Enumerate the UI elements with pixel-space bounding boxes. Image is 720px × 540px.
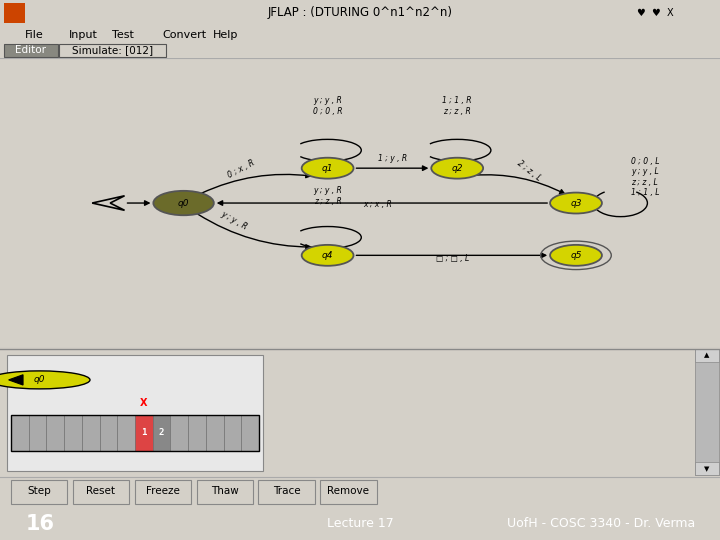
FancyBboxPatch shape	[135, 415, 153, 450]
FancyBboxPatch shape	[188, 415, 206, 450]
Circle shape	[0, 371, 90, 389]
Text: ▼: ▼	[703, 466, 709, 472]
FancyBboxPatch shape	[135, 480, 191, 504]
FancyBboxPatch shape	[171, 415, 188, 450]
FancyBboxPatch shape	[99, 415, 117, 450]
Circle shape	[550, 193, 602, 213]
Text: 2 ; z , L: 2 ; z , L	[516, 159, 543, 183]
FancyBboxPatch shape	[320, 480, 377, 504]
FancyBboxPatch shape	[117, 415, 135, 450]
FancyBboxPatch shape	[29, 415, 46, 450]
Text: 1: 1	[141, 428, 147, 437]
Text: Help: Help	[212, 30, 238, 39]
Text: Test: Test	[112, 30, 133, 39]
FancyBboxPatch shape	[695, 349, 719, 475]
Text: q0: q0	[178, 199, 189, 207]
Text: X: X	[140, 398, 148, 408]
Circle shape	[302, 158, 354, 179]
Text: ▲: ▲	[703, 352, 709, 358]
Text: Input: Input	[68, 30, 97, 39]
Text: q4: q4	[322, 251, 333, 260]
Text: q2: q2	[451, 164, 463, 173]
Circle shape	[302, 245, 354, 266]
FancyBboxPatch shape	[206, 415, 224, 450]
FancyBboxPatch shape	[46, 415, 64, 450]
Text: Convert: Convert	[162, 30, 206, 39]
FancyBboxPatch shape	[73, 480, 129, 504]
FancyBboxPatch shape	[11, 415, 29, 450]
Text: Reset: Reset	[86, 486, 115, 496]
Text: x ; x , R: x ; x , R	[364, 200, 392, 210]
FancyBboxPatch shape	[11, 480, 67, 504]
FancyBboxPatch shape	[241, 415, 259, 450]
Text: 1 ; 1 , R
z ; z , R: 1 ; 1 , R z ; z , R	[443, 96, 472, 116]
FancyBboxPatch shape	[197, 480, 253, 504]
Text: UofH - COSC 3340 - Dr. Verma: UofH - COSC 3340 - Dr. Verma	[507, 517, 695, 530]
Text: 2: 2	[159, 428, 164, 437]
FancyBboxPatch shape	[4, 3, 25, 23]
FancyBboxPatch shape	[64, 415, 82, 450]
Text: y ; y , R
0 ; 0 , R: y ; y , R 0 ; 0 , R	[313, 96, 342, 116]
Text: Step: Step	[27, 486, 50, 496]
Text: File: File	[25, 30, 44, 39]
Text: q1: q1	[322, 164, 333, 173]
FancyBboxPatch shape	[695, 462, 719, 475]
Text: Lecture 17: Lecture 17	[327, 517, 393, 530]
Text: ♥  ♥  X: ♥ ♥ X	[637, 8, 673, 18]
Text: 16: 16	[25, 514, 54, 534]
Text: Thaw: Thaw	[211, 486, 238, 496]
Text: Remove: Remove	[328, 486, 369, 496]
FancyBboxPatch shape	[224, 415, 241, 450]
FancyBboxPatch shape	[82, 415, 99, 450]
Circle shape	[550, 245, 602, 266]
Circle shape	[431, 158, 483, 179]
FancyBboxPatch shape	[695, 349, 719, 362]
Text: Editor: Editor	[14, 45, 46, 55]
Text: JFLAP : (DTURING 0^n1^n2^n): JFLAP : (DTURING 0^n1^n2^n)	[268, 6, 452, 19]
Text: y ; y , R
z ; z , R: y ; y , R z ; z , R	[313, 186, 342, 206]
FancyBboxPatch shape	[258, 480, 315, 504]
Text: q0: q0	[34, 375, 45, 384]
Text: 0 ; 0 , L
y ; y , L
z ; z , L
1 ; 1 , L: 0 ; 0 , L y ; y , L z ; z , L 1 ; 1 , L	[631, 157, 660, 197]
Text: 1 ; y , R: 1 ; y , R	[378, 154, 407, 163]
Text: □ ; □ , L: □ ; □ , L	[436, 254, 469, 263]
Text: Simulate: [012]: Simulate: [012]	[72, 45, 153, 55]
FancyBboxPatch shape	[4, 44, 58, 57]
Text: q5: q5	[570, 251, 582, 260]
Circle shape	[153, 191, 214, 215]
FancyBboxPatch shape	[153, 415, 171, 450]
FancyBboxPatch shape	[7, 355, 263, 471]
Text: 0 ; x , R: 0 ; x , R	[226, 159, 256, 180]
Text: Freeze: Freeze	[145, 486, 180, 496]
Text: Trace: Trace	[273, 486, 300, 496]
FancyBboxPatch shape	[59, 44, 166, 57]
Text: y ; y , R: y ; y , R	[220, 209, 248, 231]
Polygon shape	[9, 375, 23, 385]
Text: q3: q3	[570, 199, 582, 207]
